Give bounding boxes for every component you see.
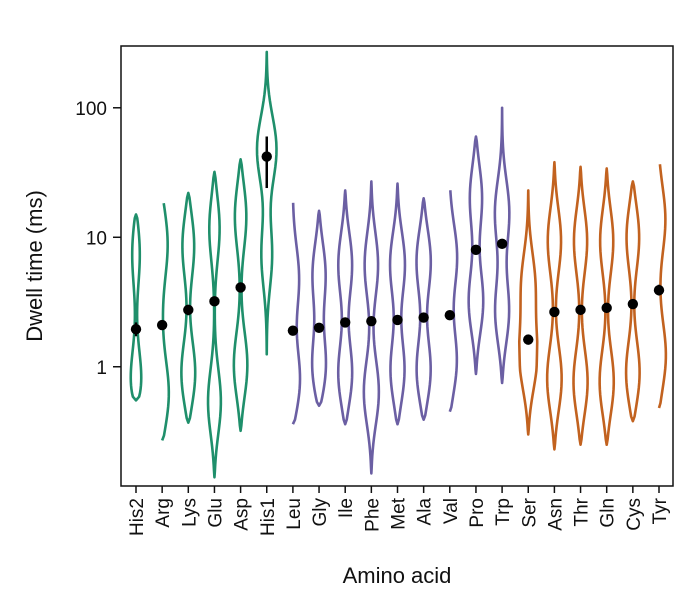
x-tick-label-his2: His2 xyxy=(127,498,148,536)
median-point-ala xyxy=(418,312,429,323)
y-tick-label: 10 xyxy=(86,228,107,249)
x-tick-label-lys: Lys xyxy=(179,498,200,527)
median-point-trp xyxy=(496,238,508,250)
violin-asn xyxy=(545,160,563,451)
x-tick-label-pro: Pro xyxy=(467,498,488,528)
violins xyxy=(129,50,668,479)
violin-met xyxy=(388,182,407,426)
x-axis: His2 Arg Lys Glu Asp His1 Leu Gly Ile Phe Met Ala Va… xyxy=(127,486,671,536)
x-tick-label-asn: Asn xyxy=(545,498,566,531)
x-tick-label-ala: Ala xyxy=(415,498,436,526)
violin-val xyxy=(448,190,459,413)
y-axis: 1 10 100 xyxy=(75,99,121,379)
violin-ile xyxy=(336,189,354,426)
x-tick-label-phe: Phe xyxy=(362,498,383,532)
violin-glu xyxy=(206,170,223,479)
x-tick-label-ile: Ile xyxy=(336,498,357,518)
violin-lys xyxy=(180,191,197,424)
violin-his1 xyxy=(255,50,278,356)
violin-gln xyxy=(598,167,616,447)
x-tick-label-his1: His1 xyxy=(258,498,279,536)
violin-cys xyxy=(624,180,641,423)
violin-phe xyxy=(362,180,381,475)
median-point-met xyxy=(392,314,403,326)
median-point-arg xyxy=(156,319,168,331)
y-tick-label: 1 xyxy=(96,358,107,379)
median-point-his2 xyxy=(130,324,142,335)
violin-trp xyxy=(493,106,511,385)
median-point-asn xyxy=(549,306,560,318)
median-point-his1 xyxy=(261,151,272,162)
violin-thr xyxy=(572,165,589,447)
median-point-lys xyxy=(183,304,194,316)
x-tick-label-gly: Gly xyxy=(310,498,331,527)
violin-leu xyxy=(291,202,302,425)
median-point-thr xyxy=(575,304,586,316)
x-tick-label-ser: Ser xyxy=(519,497,540,527)
x-tick-label-val: Val xyxy=(441,498,462,524)
x-axis-label: Amino acid xyxy=(343,563,452,588)
median-point-val xyxy=(444,310,455,321)
x-tick-label-gln: Gln xyxy=(598,498,619,528)
x-tick-label-met: Met xyxy=(389,497,410,529)
violin-asp xyxy=(232,158,249,433)
x-tick-label-leu: Leu xyxy=(284,498,305,530)
median-point-ile xyxy=(340,317,351,328)
violin-ala xyxy=(415,196,433,422)
median-point-pro xyxy=(470,244,482,256)
median-point-gly xyxy=(313,322,325,333)
x-tick-label-arg: Arg xyxy=(153,498,174,528)
violin-pro xyxy=(467,135,485,376)
x-tick-label-trp: Trp xyxy=(493,498,514,526)
median-point-leu xyxy=(287,325,299,336)
violin-gly xyxy=(310,209,328,408)
median-point-gln xyxy=(601,302,612,314)
y-axis-label: Dwell time (ms) xyxy=(22,190,47,342)
x-tick-label-glu: Glu xyxy=(205,498,226,528)
violin-ser xyxy=(517,189,539,436)
x-tick-label-cys: Cys xyxy=(624,498,645,531)
x-tick-label-thr: Thr xyxy=(572,497,593,526)
median-point-ser xyxy=(523,334,534,345)
median-point-cys xyxy=(627,298,639,310)
median-point-asp xyxy=(235,282,246,293)
x-tick-label-tyr: Tyr xyxy=(650,497,671,524)
violin-his2 xyxy=(129,213,143,402)
median-point-glu xyxy=(209,296,220,307)
x-tick-label-asp: Asp xyxy=(232,498,253,531)
median-point-tyr xyxy=(653,285,665,296)
median-point-phe xyxy=(366,315,377,327)
y-tick-label: 100 xyxy=(75,99,107,120)
